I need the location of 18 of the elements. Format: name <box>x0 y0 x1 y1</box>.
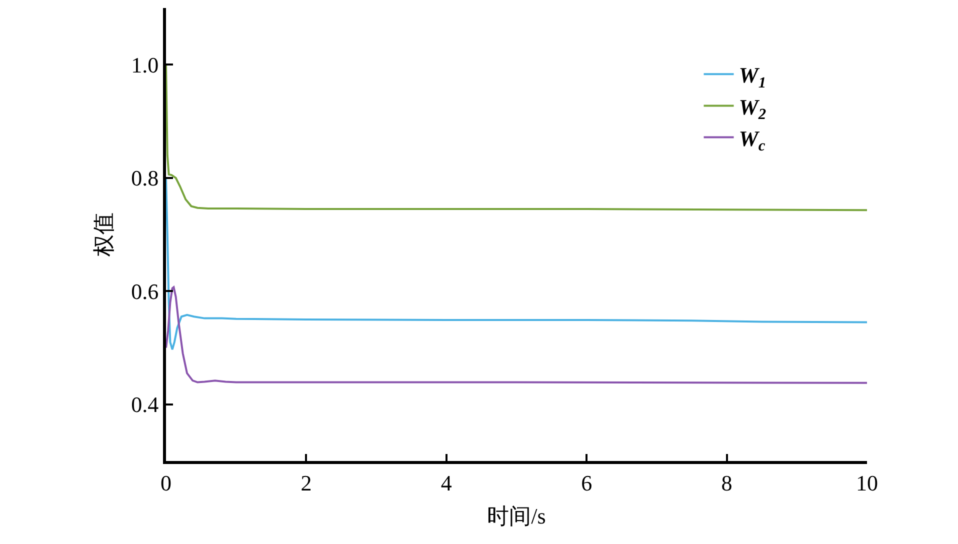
x-tick-label: 2 <box>300 470 312 496</box>
legend-label: W$_{c}$ <box>738 126 766 154</box>
x-tick-label: 4 <box>440 470 452 496</box>
y-tick-label: 1.0 <box>131 52 159 78</box>
y-tick-label: 0.8 <box>131 166 159 191</box>
y-tick-label: 0.4 <box>131 392 159 418</box>
line-series <box>166 286 867 384</box>
legend-label: W$_{2}$ <box>738 94 766 123</box>
x-tick-label: 10 <box>856 470 878 496</box>
y-tick-label: 0.6 <box>131 278 159 304</box>
x-tick-label: 6 <box>581 470 592 496</box>
legend-label: W$_{1}$ <box>738 62 766 92</box>
x-tick-label: 0 <box>160 470 172 496</box>
y-axis-title: 权值 <box>90 212 116 258</box>
x-axis-title: 时间/s <box>487 503 546 528</box>
x-tick-label: 8 <box>721 470 732 496</box>
line-series <box>166 64 867 212</box>
line-series <box>166 176 867 350</box>
